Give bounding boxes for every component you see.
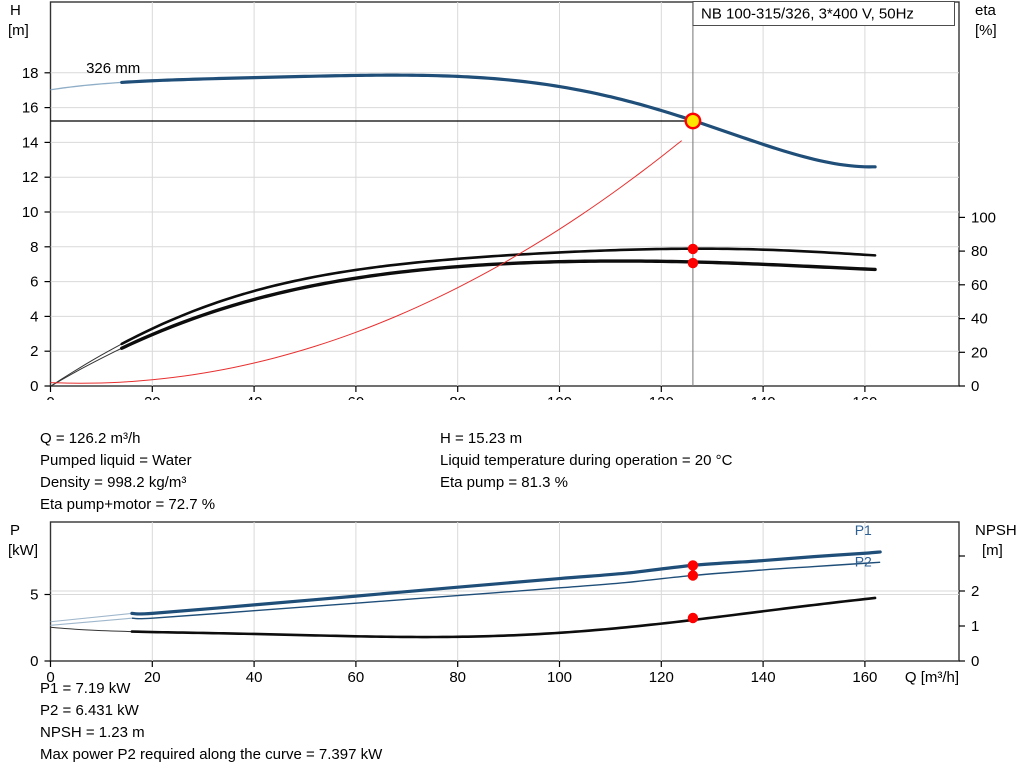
svg-text:5: 5 xyxy=(30,587,38,604)
svg-text:8: 8 xyxy=(30,239,38,256)
svg-text:18: 18 xyxy=(22,65,39,82)
svg-text:60: 60 xyxy=(348,394,365,400)
svg-text:160: 160 xyxy=(852,669,877,686)
svg-text:140: 140 xyxy=(751,669,776,686)
svg-text:6: 6 xyxy=(30,274,38,291)
svg-text:120: 120 xyxy=(649,394,674,400)
svg-text:100: 100 xyxy=(547,394,572,400)
svg-text:80: 80 xyxy=(449,394,466,400)
svg-text:326 mm: 326 mm xyxy=(86,60,140,77)
svg-text:0: 0 xyxy=(46,394,54,400)
svg-text:140: 140 xyxy=(751,394,776,400)
svg-text:40: 40 xyxy=(246,394,263,400)
svg-text:0: 0 xyxy=(30,378,38,395)
svg-text:0: 0 xyxy=(30,653,38,670)
svg-text:2: 2 xyxy=(30,343,38,360)
svg-text:P1: P1 xyxy=(855,522,872,538)
svg-text:12: 12 xyxy=(22,169,39,186)
svg-text:P2: P2 xyxy=(855,553,872,569)
svg-text:20: 20 xyxy=(144,669,161,686)
svg-text:80: 80 xyxy=(449,669,466,686)
svg-text:16: 16 xyxy=(22,100,39,117)
svg-text:0: 0 xyxy=(971,653,979,670)
svg-text:10: 10 xyxy=(22,204,39,221)
svg-text:100: 100 xyxy=(971,209,996,226)
svg-text:Q [m³/h]: Q [m³/h] xyxy=(905,669,959,686)
svg-text:160: 160 xyxy=(852,394,877,400)
svg-text:60: 60 xyxy=(348,669,365,686)
svg-text:60: 60 xyxy=(971,277,988,294)
svg-text:40: 40 xyxy=(971,311,988,328)
svg-text:120: 120 xyxy=(649,669,674,686)
svg-text:NB 100-315/326, 3*400 V, 50Hz: NB 100-315/326, 3*400 V, 50Hz xyxy=(701,6,914,23)
svg-text:80: 80 xyxy=(971,243,988,260)
svg-text:4: 4 xyxy=(30,308,38,325)
svg-text:14: 14 xyxy=(22,134,39,151)
svg-text:2: 2 xyxy=(971,583,979,600)
svg-text:100: 100 xyxy=(547,669,572,686)
svg-text:20: 20 xyxy=(971,344,988,361)
svg-text:1: 1 xyxy=(971,618,979,635)
svg-text:0: 0 xyxy=(971,378,979,395)
svg-text:40: 40 xyxy=(246,669,263,686)
svg-text:20: 20 xyxy=(144,394,161,400)
